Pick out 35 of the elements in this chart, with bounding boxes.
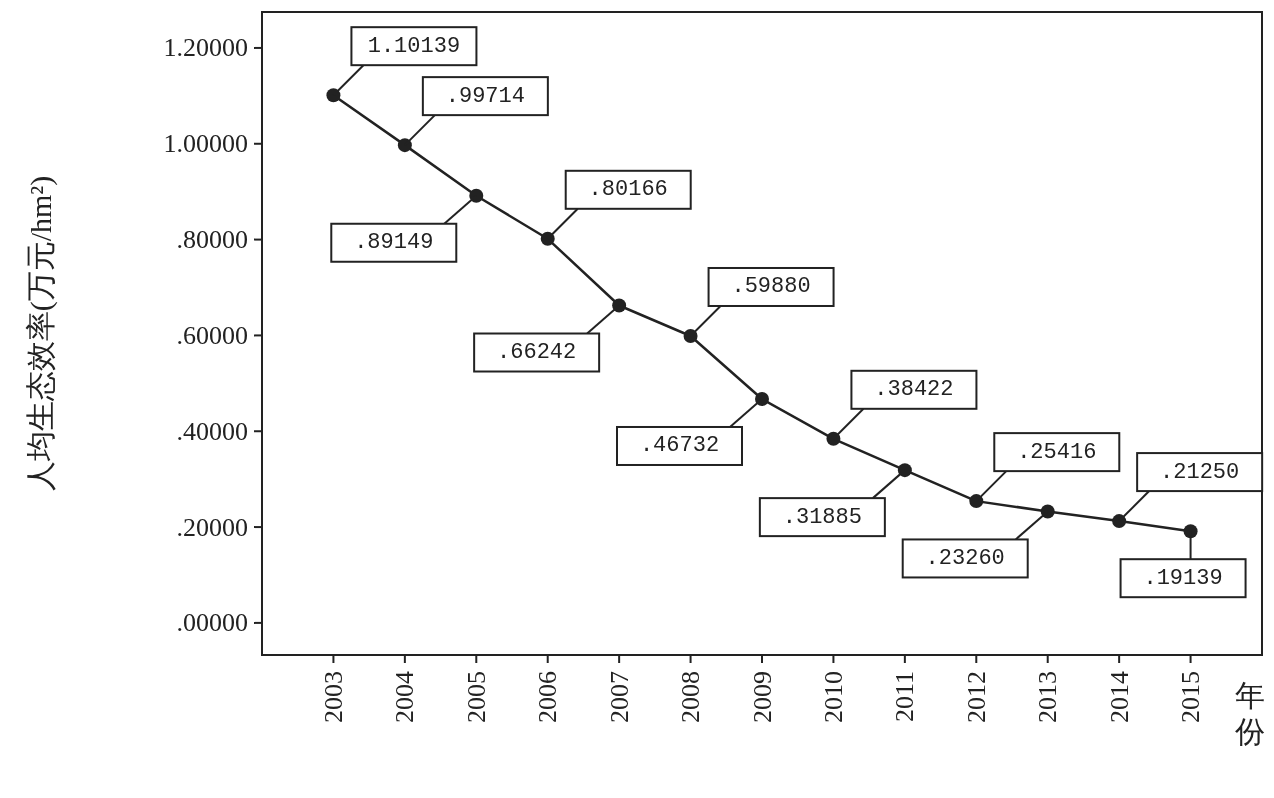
y-axis-title: 人均生态效率(万元/hm²)	[23, 175, 58, 492]
data-label: .59880	[731, 274, 811, 300]
x-tick-label: 2006	[533, 671, 563, 723]
y-tick-label: 1.00000	[163, 129, 248, 159]
x-axis-title: 年份	[1235, 678, 1265, 748]
x-tick-label: 2009	[747, 671, 777, 723]
y-tick-label: 1.20000	[163, 33, 248, 63]
y-tick-label: .20000	[176, 512, 248, 542]
x-tick-label: 2011	[890, 671, 920, 723]
data-label: 1.10139	[367, 33, 461, 59]
x-tick-label: 2015	[1176, 671, 1206, 723]
data-label: .25416	[1017, 439, 1097, 465]
data-label: .46732	[639, 433, 720, 459]
x-tick-label: 2007	[604, 671, 634, 723]
data-label: .19139	[1143, 565, 1223, 591]
x-tick-label: 2003	[318, 671, 348, 723]
data-label: .23260	[925, 545, 1005, 571]
x-tick-label: 2005	[461, 671, 491, 723]
data-label: .66242	[497, 340, 577, 366]
y-tick-label: .40000	[176, 416, 248, 446]
x-tick-label: 2014	[1104, 671, 1134, 723]
data-label: .99714	[445, 83, 525, 109]
x-tick-label: 2013	[1033, 671, 1063, 723]
y-tick-label: .80000	[176, 225, 248, 255]
x-tick-label: 2008	[676, 671, 706, 723]
data-label: .38422	[874, 377, 954, 403]
y-tick-label: .00000	[176, 608, 248, 638]
x-tick-label: 2004	[390, 671, 420, 723]
data-label: .31885	[782, 504, 862, 530]
data-label: .89149	[354, 230, 434, 256]
x-tick-label: 2010	[818, 671, 848, 723]
data-label: .21250	[1160, 459, 1240, 485]
data-label: .80166	[588, 177, 668, 203]
y-tick-label: .60000	[176, 320, 248, 350]
x-tick-label: 2012	[961, 671, 991, 723]
